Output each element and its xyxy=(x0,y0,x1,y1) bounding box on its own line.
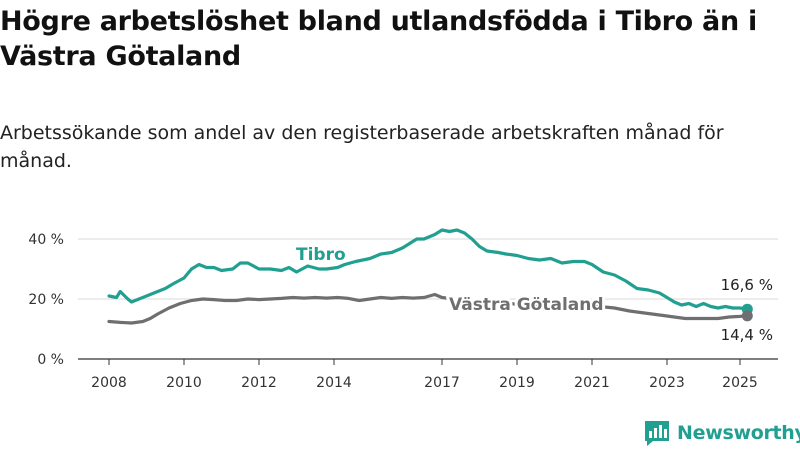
bar-chart-logo-icon xyxy=(645,421,669,446)
x-tick-label: 2017 xyxy=(424,375,460,391)
x-tick-label: 2010 xyxy=(166,375,202,391)
x-axis: 2008 2010 2012 2014 2017 2019 2021 2023 2025 xyxy=(91,359,758,391)
grid-lines: 0 % 20 % 40 % xyxy=(28,232,778,368)
value-label-tibro: 16,6 % xyxy=(721,276,773,294)
x-tick-label: 2014 xyxy=(316,375,352,391)
y-tick-label: 0 % xyxy=(37,352,64,368)
series-line-tibro xyxy=(107,228,749,311)
series-label-tibro: Tibro xyxy=(296,245,346,265)
chart-subtitle: Arbetssökande som andel av den registerb… xyxy=(0,122,724,172)
value-label-vastra-gotaland: 14,4 % xyxy=(721,326,773,344)
chart-title: Högre arbetslöshet bland utlandsfödda i … xyxy=(0,6,757,72)
series-end-point xyxy=(741,310,753,322)
y-tick-label: 20 % xyxy=(28,292,64,308)
x-tick-label: 2008 xyxy=(91,375,127,391)
series-lines xyxy=(107,228,753,325)
series-label-vastra-gotaland: Västra Götaland xyxy=(449,295,604,315)
x-tick-label: 2021 xyxy=(574,375,610,391)
logo-text: Newsworthy xyxy=(677,422,800,444)
x-tick-label: 2019 xyxy=(499,375,535,391)
y-tick-label: 40 % xyxy=(28,232,64,248)
series-line-vastra-gotaland xyxy=(107,292,749,325)
series-labels: Tibro Västra Götaland 16,6 % 14,4 % xyxy=(293,242,776,347)
x-tick-label: 2023 xyxy=(649,375,685,391)
newsworthy-logo[interactable]: Newsworthy xyxy=(643,419,800,447)
x-tick-label: 2012 xyxy=(241,375,277,391)
x-tick-label: 2025 xyxy=(722,375,758,391)
